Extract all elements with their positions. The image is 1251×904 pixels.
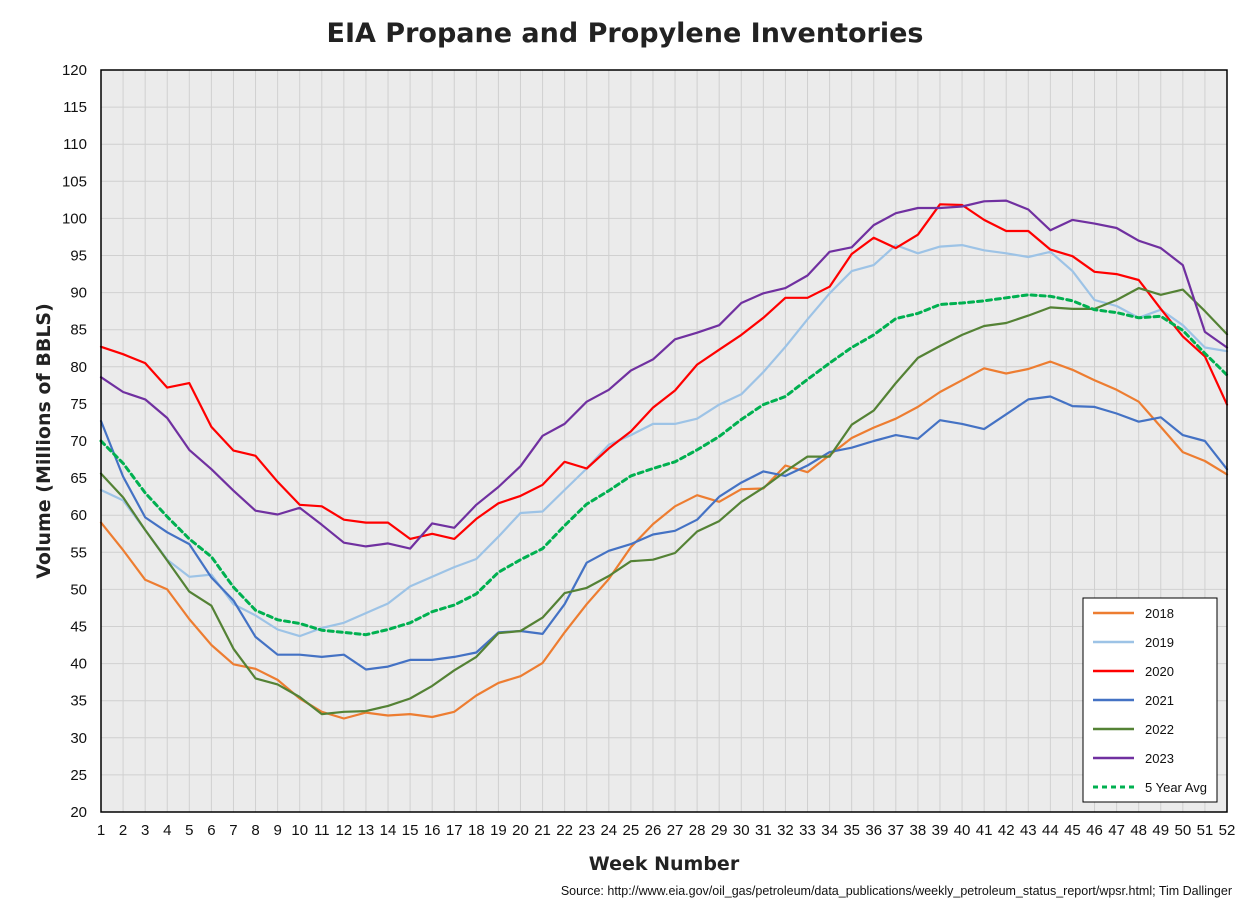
- x-tick-label: 44: [1042, 822, 1059, 839]
- y-tick-label: 35: [70, 693, 87, 710]
- x-tick-label: 43: [1020, 822, 1037, 839]
- y-tick-label: 25: [70, 767, 87, 784]
- x-axis-title: Week Number: [589, 853, 740, 875]
- x-tick-label: 26: [645, 822, 662, 839]
- y-tick-label: 20: [70, 804, 87, 821]
- x-tick-label: 8: [251, 822, 259, 839]
- x-tick-label: 46: [1086, 822, 1103, 839]
- x-axis-ticks: 1 2 3 4 5 6 7 8 9 10 11 12 13 14 15 16 17 18 19 20 21 22 23 24 2…: [97, 822, 1236, 839]
- y-axis-ticks: 20 25 30 35 40 45 50 55 60 65 70 75 80 85 90 95 100 105 11…: [62, 62, 87, 821]
- x-tick-label: 19: [490, 822, 507, 839]
- x-tick-label: 47: [1108, 822, 1125, 839]
- y-tick-label: 50: [70, 581, 87, 598]
- x-tick-label: 52: [1219, 822, 1236, 839]
- x-tick-label: 12: [336, 822, 353, 839]
- x-tick-label: 22: [556, 822, 573, 839]
- y-tick-label: 100: [62, 210, 87, 227]
- x-tick-label: 10: [291, 822, 308, 839]
- y-tick-label: 40: [70, 656, 87, 673]
- x-tick-label: 32: [777, 822, 794, 839]
- x-tick-label: 5: [185, 822, 193, 839]
- x-tick-label: 42: [998, 822, 1015, 839]
- x-tick-label: 30: [733, 822, 750, 839]
- chart-title: EIA Propane and Propylene Inventories: [327, 18, 924, 49]
- legend-label: 2023: [1145, 751, 1174, 766]
- x-tick-label: 40: [954, 822, 971, 839]
- y-tick-label: 85: [70, 322, 87, 339]
- x-tick-label: 16: [424, 822, 441, 839]
- x-tick-label: 45: [1064, 822, 1081, 839]
- x-tick-label: 36: [865, 822, 882, 839]
- y-tick-label: 60: [70, 507, 87, 524]
- x-tick-label: 15: [402, 822, 419, 839]
- x-tick-label: 20: [512, 822, 529, 839]
- y-tick-label: 70: [70, 433, 87, 450]
- x-tick-label: 50: [1174, 822, 1191, 839]
- x-tick-label: 33: [799, 822, 816, 839]
- legend-label: 2022: [1145, 722, 1174, 737]
- y-tick-label: 65: [70, 470, 87, 487]
- legend-label: 2020: [1145, 664, 1174, 679]
- x-tick-label: 13: [358, 822, 375, 839]
- y-tick-label: 110: [63, 136, 87, 153]
- y-tick-label: 95: [70, 248, 87, 265]
- y-tick-label: 115: [63, 99, 87, 116]
- y-tick-label: 80: [70, 359, 87, 376]
- x-tick-label: 1: [97, 822, 105, 839]
- y-tick-label: 75: [70, 396, 87, 413]
- x-tick-label: 27: [667, 822, 684, 839]
- y-tick-label: 105: [62, 173, 87, 190]
- x-tick-label: 48: [1130, 822, 1147, 839]
- y-tick-label: 30: [70, 730, 87, 747]
- legend-label: 2021: [1145, 693, 1174, 708]
- x-tick-label: 21: [534, 822, 551, 839]
- x-tick-label: 3: [141, 822, 149, 839]
- x-tick-label: 25: [623, 822, 640, 839]
- x-tick-label: 29: [711, 822, 728, 839]
- x-tick-label: 49: [1152, 822, 1169, 839]
- x-tick-label: 34: [821, 822, 838, 839]
- x-tick-label: 9: [273, 822, 281, 839]
- x-tick-label: 18: [468, 822, 485, 839]
- legend-label: 2019: [1145, 635, 1174, 650]
- x-tick-label: 24: [600, 822, 617, 839]
- source-note: Source: http://www.eia.gov/oil_gas/petro…: [561, 884, 1232, 898]
- legend: 2018 2019 2020 2021 2022 2023 5 Year Avg: [1083, 598, 1217, 802]
- x-tick-label: 38: [910, 822, 927, 839]
- x-tick-label: 4: [163, 822, 171, 839]
- x-tick-label: 11: [314, 822, 330, 839]
- y-tick-label: 90: [70, 285, 87, 302]
- x-tick-label: 35: [843, 822, 860, 839]
- gridlines: [101, 70, 1227, 812]
- y-tick-label: 120: [62, 62, 87, 79]
- y-tick-label: 45: [70, 619, 87, 636]
- x-tick-label: 41: [976, 822, 993, 839]
- x-tick-label: 23: [578, 822, 595, 839]
- x-tick-label: 14: [380, 822, 397, 839]
- x-tick-label: 51: [1197, 822, 1214, 839]
- legend-label: 5 Year Avg: [1145, 780, 1207, 795]
- x-tick-label: 2: [119, 822, 127, 839]
- x-tick-label: 37: [887, 822, 904, 839]
- x-tick-label: 28: [689, 822, 706, 839]
- y-axis-title: Volume (Millions of BBLS): [33, 303, 55, 579]
- y-tick-label: 55: [70, 544, 87, 561]
- x-tick-label: 6: [207, 822, 215, 839]
- x-tick-label: 7: [229, 822, 237, 839]
- x-tick-label: 31: [755, 822, 772, 839]
- chart: EIA Propane and Propylene Inventories 20…: [0, 0, 1251, 904]
- x-tick-label: 39: [932, 822, 949, 839]
- x-tick-label: 17: [446, 822, 463, 839]
- legend-label: 2018: [1145, 606, 1174, 621]
